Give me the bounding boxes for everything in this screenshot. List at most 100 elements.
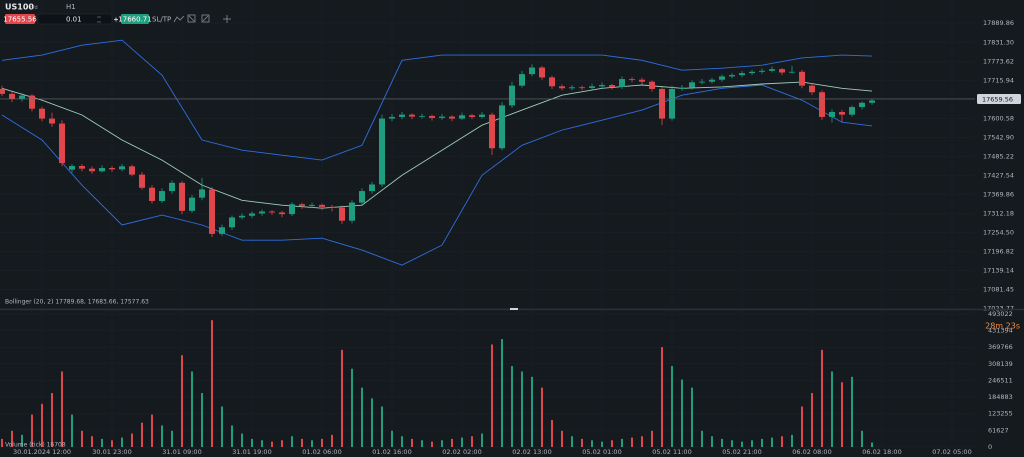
candle-body xyxy=(419,115,425,117)
candle-body xyxy=(499,105,505,149)
candle-body xyxy=(209,189,215,234)
volume-bar xyxy=(131,433,133,447)
volume-bar xyxy=(91,436,93,447)
lot-input[interactable] xyxy=(37,13,113,25)
volume-bar xyxy=(301,438,303,447)
candle-body xyxy=(719,76,725,80)
candle-body xyxy=(439,116,445,118)
candle-body xyxy=(349,202,355,221)
volume-bar xyxy=(871,442,873,447)
volume-bar xyxy=(261,440,263,447)
sell-button[interactable] xyxy=(5,14,35,24)
y-tick-label: 17254.50 xyxy=(983,228,1014,236)
buy-button[interactable] xyxy=(121,14,149,24)
volume-bar xyxy=(311,440,313,447)
candle-body xyxy=(749,71,755,74)
volume-bar xyxy=(221,406,223,447)
y-tick-label: 17139.14 xyxy=(983,266,1014,274)
volume-bar xyxy=(171,430,173,447)
indicator-icon[interactable] xyxy=(173,15,185,23)
volume-bar xyxy=(291,436,293,447)
volume-bar xyxy=(511,366,513,447)
volume-bar xyxy=(51,393,53,447)
volume-bar xyxy=(211,320,213,447)
candle-body xyxy=(579,87,585,89)
candle-body xyxy=(89,168,95,172)
volume-bar xyxy=(581,438,583,447)
volume-bar xyxy=(401,436,403,447)
candle-body xyxy=(489,114,495,149)
candle-body xyxy=(629,79,635,80)
y-tick-label: 17369.86 xyxy=(983,190,1014,198)
timeframe[interactable]: H1 xyxy=(66,3,76,11)
symbol[interactable]: US100 xyxy=(5,3,34,12)
volume-bar xyxy=(381,406,383,447)
volume-bar xyxy=(801,406,803,447)
candle-body xyxy=(399,114,405,117)
volume-bar xyxy=(651,430,653,447)
x-tick-label: 05.02 11:00 xyxy=(652,448,691,456)
y-tick-label: 17889.86 xyxy=(983,19,1014,27)
candle-body xyxy=(389,116,395,119)
volume-bar xyxy=(671,366,673,447)
lot-size[interactable]: 0.01 xyxy=(66,16,82,24)
volume-bar xyxy=(251,438,253,447)
sell-price[interactable]: 17655.56 xyxy=(3,16,37,24)
y-tick-label: 308139 xyxy=(988,360,1013,368)
volume-bar xyxy=(701,430,703,447)
bollinger-lower xyxy=(1,84,873,266)
x-tick-label: 01.02 16:00 xyxy=(372,448,411,456)
volume-bar xyxy=(61,371,63,447)
candle-body xyxy=(339,207,345,221)
candle-body xyxy=(529,67,535,75)
volume-bar xyxy=(101,438,103,447)
candle-body xyxy=(159,191,165,201)
template-icon[interactable] xyxy=(188,15,195,22)
candle-body xyxy=(99,168,105,172)
volume-bar xyxy=(721,438,723,447)
bollinger-upper xyxy=(1,39,873,161)
candle-body xyxy=(809,85,815,93)
candle-body xyxy=(279,212,285,215)
candle-body xyxy=(519,74,525,86)
settings-icon[interactable] xyxy=(202,15,209,22)
candle-body xyxy=(199,189,205,198)
volume-bar xyxy=(561,430,563,447)
sltp-button[interactable]: SL/TP xyxy=(152,16,171,24)
volume-bar xyxy=(331,434,333,447)
volume-bar xyxy=(481,433,483,447)
volume-bar xyxy=(1,438,3,447)
volume-bar xyxy=(831,371,833,447)
candle-body xyxy=(129,166,135,175)
candle-body xyxy=(619,79,625,87)
volume-bar xyxy=(661,347,663,447)
candle-body xyxy=(269,211,275,213)
volume-bar xyxy=(611,440,613,447)
y-tick-label: 123255 xyxy=(988,410,1013,418)
buy-price[interactable]: 17660.71 xyxy=(118,16,151,24)
y-tick-label: 431394 xyxy=(988,327,1013,335)
panel-resize-handle[interactable] xyxy=(510,308,518,310)
candle-body xyxy=(29,95,35,109)
candle-body xyxy=(119,166,125,170)
volume-bar xyxy=(751,440,753,447)
candle-body xyxy=(169,182,175,192)
x-tick-label: 01.02 06:00 xyxy=(302,448,341,456)
template-icon[interactable] xyxy=(187,14,196,23)
bar-countdown: 28m 23s xyxy=(985,322,1020,331)
settings-icon[interactable] xyxy=(201,14,210,23)
candle-body xyxy=(699,81,705,83)
x-tick-label: 30.01 23:00 xyxy=(92,448,131,456)
volume-bar xyxy=(541,387,543,447)
y-tick-label: 17196.82 xyxy=(983,247,1014,255)
volume-bar xyxy=(81,430,83,447)
candle-body xyxy=(469,115,475,117)
volume-bar xyxy=(371,398,373,447)
candle-body xyxy=(379,118,385,185)
y-tick-label: 61627 xyxy=(988,426,1009,434)
x-tick-label: 02.02 13:00 xyxy=(512,448,551,456)
candle-body xyxy=(859,102,865,108)
volume-bar xyxy=(761,438,763,447)
volume-bar xyxy=(361,387,363,447)
x-tick-label: 02.02 02:00 xyxy=(442,448,481,456)
